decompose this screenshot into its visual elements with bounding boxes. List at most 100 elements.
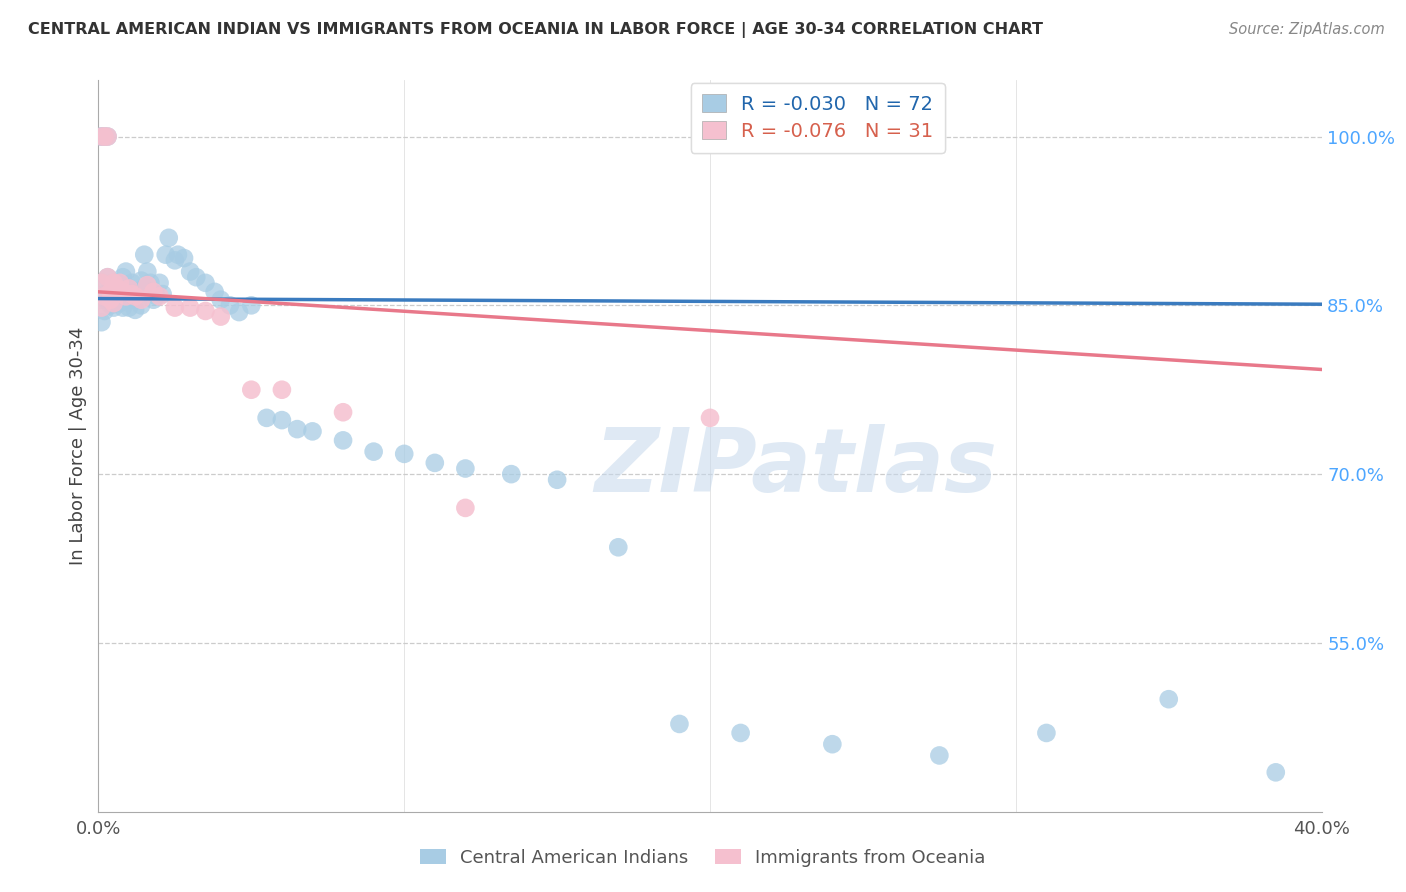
Point bbox=[186, 270, 208, 285]
Point bbox=[134, 248, 156, 262]
Point bbox=[115, 264, 138, 278]
Point bbox=[97, 129, 120, 144]
Point bbox=[332, 434, 354, 448]
Point bbox=[90, 129, 112, 144]
Point bbox=[332, 405, 354, 419]
Point bbox=[928, 748, 950, 763]
Point bbox=[194, 304, 217, 318]
Point bbox=[111, 270, 134, 285]
Point bbox=[105, 293, 128, 307]
Point bbox=[163, 253, 186, 268]
Point bbox=[90, 129, 112, 144]
Point bbox=[501, 467, 523, 482]
Point bbox=[256, 410, 278, 425]
Point bbox=[93, 129, 115, 144]
Point bbox=[90, 301, 112, 315]
Point bbox=[194, 276, 217, 290]
Point bbox=[454, 461, 477, 475]
Point bbox=[139, 276, 162, 290]
Text: ZIPatlas: ZIPatlas bbox=[595, 425, 997, 511]
Point bbox=[136, 264, 159, 278]
Legend: R = -0.030   N = 72, R = -0.076   N = 31: R = -0.030 N = 72, R = -0.076 N = 31 bbox=[690, 83, 945, 153]
Point bbox=[100, 298, 122, 312]
Point bbox=[124, 302, 146, 317]
Point bbox=[115, 289, 138, 303]
Point bbox=[124, 285, 146, 299]
Point bbox=[115, 289, 138, 303]
Y-axis label: In Labor Force | Age 30-34: In Labor Force | Age 30-34 bbox=[69, 326, 87, 566]
Point bbox=[699, 410, 721, 425]
Point bbox=[105, 276, 128, 290]
Point bbox=[204, 285, 226, 299]
Point bbox=[90, 315, 112, 329]
Point bbox=[129, 298, 152, 312]
Point bbox=[149, 289, 172, 303]
Point bbox=[111, 285, 134, 299]
Point bbox=[607, 541, 630, 555]
Point bbox=[121, 293, 143, 307]
Point bbox=[392, 447, 416, 461]
Point bbox=[157, 231, 180, 245]
Point bbox=[1157, 692, 1180, 706]
Point bbox=[423, 456, 446, 470]
Point bbox=[90, 276, 112, 290]
Point bbox=[93, 304, 115, 318]
Point bbox=[668, 717, 690, 731]
Point bbox=[118, 281, 141, 295]
Point bbox=[108, 296, 131, 310]
Point bbox=[100, 285, 122, 299]
Point bbox=[103, 278, 125, 293]
Text: CENTRAL AMERICAN INDIAN VS IMMIGRANTS FROM OCEANIA IN LABOR FORCE | AGE 30-34 CO: CENTRAL AMERICAN INDIAN VS IMMIGRANTS FR… bbox=[28, 22, 1043, 38]
Point bbox=[103, 301, 125, 315]
Point bbox=[270, 413, 292, 427]
Point bbox=[93, 287, 115, 301]
Point bbox=[270, 383, 292, 397]
Point bbox=[103, 296, 125, 310]
Point bbox=[730, 726, 752, 740]
Point bbox=[134, 281, 156, 295]
Point bbox=[136, 278, 159, 293]
Point bbox=[228, 305, 250, 319]
Point bbox=[105, 281, 128, 295]
Point bbox=[240, 298, 263, 312]
Point bbox=[108, 281, 131, 295]
Point bbox=[108, 276, 131, 290]
Point bbox=[821, 737, 844, 751]
Point bbox=[93, 129, 115, 144]
Point bbox=[546, 473, 568, 487]
Point bbox=[127, 293, 149, 307]
Point bbox=[90, 276, 112, 290]
Point bbox=[129, 293, 152, 307]
Point bbox=[97, 270, 120, 285]
Point bbox=[129, 274, 152, 288]
Point bbox=[1264, 765, 1286, 780]
Point bbox=[142, 285, 165, 299]
Text: Source: ZipAtlas.com: Source: ZipAtlas.com bbox=[1229, 22, 1385, 37]
Point bbox=[209, 293, 232, 307]
Point bbox=[103, 276, 125, 290]
Point bbox=[285, 422, 308, 436]
Point bbox=[167, 248, 190, 262]
Point bbox=[142, 293, 165, 307]
Point bbox=[1035, 726, 1057, 740]
Point bbox=[209, 310, 232, 324]
Legend: Central American Indians, Immigrants from Oceania: Central American Indians, Immigrants fro… bbox=[413, 842, 993, 874]
Point bbox=[90, 129, 112, 144]
Point bbox=[124, 289, 146, 303]
Point bbox=[97, 293, 120, 307]
Point bbox=[100, 287, 122, 301]
Point bbox=[179, 301, 201, 315]
Point bbox=[145, 289, 167, 303]
Point bbox=[179, 264, 201, 278]
Point bbox=[118, 281, 141, 295]
Point bbox=[454, 500, 477, 515]
Point bbox=[301, 425, 323, 439]
Point bbox=[100, 293, 122, 307]
Point bbox=[152, 287, 174, 301]
Point bbox=[173, 251, 195, 265]
Point bbox=[121, 287, 143, 301]
Point bbox=[121, 276, 143, 290]
Point bbox=[149, 276, 172, 290]
Point bbox=[93, 289, 115, 303]
Point bbox=[97, 270, 120, 285]
